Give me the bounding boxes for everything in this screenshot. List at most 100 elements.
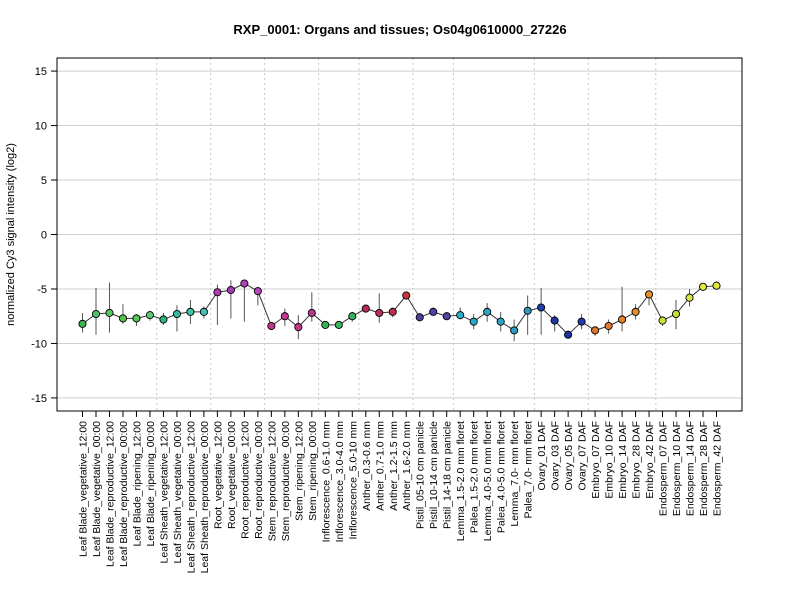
data-point — [334, 320, 343, 329]
data-point — [253, 287, 262, 296]
y-tick-label: 0 — [41, 230, 47, 242]
x-tick-label: Anther_1.6-2.0 mm — [401, 421, 413, 511]
data-point — [631, 307, 640, 316]
x-tick-label: Root_reproductive_12:00 — [239, 421, 251, 539]
x-tick-label: Anther_0.3-0.6 mm — [361, 421, 373, 511]
data-point — [415, 313, 424, 322]
data-point — [510, 326, 519, 335]
data-point — [550, 316, 559, 325]
y-axis-label: normalized Cy3 signal intensity (log2) — [5, 143, 17, 326]
data-point — [294, 323, 303, 332]
x-tick-label: Embryo_28 DAF — [631, 421, 643, 499]
x-tick-label: Lemma_1.5-2.0 mm floret — [455, 421, 467, 541]
x-tick-label: Leaf Sheath_reproductive_00:00 — [199, 421, 211, 574]
data-point — [645, 290, 654, 299]
x-tick-label: Embryo_42 DAF — [644, 421, 656, 499]
y-tick-label: 15 — [35, 66, 47, 78]
x-tick-label: Inflorescence_5.0-10 mm — [347, 421, 359, 540]
x-tick-label: Embryo_14 DAF — [617, 421, 629, 499]
y-tick-label: 5 — [41, 175, 47, 187]
x-tick-label: Root_vegetative_12:00 — [212, 421, 224, 529]
x-tick-label: Ovary_01 DAF — [536, 421, 548, 490]
data-point — [132, 314, 141, 323]
y-tick-label: -15 — [31, 393, 47, 405]
data-point — [604, 321, 613, 331]
x-tick-label: Pistil_05-10 cm panicle — [415, 421, 427, 529]
data-point — [159, 315, 168, 324]
data-point — [199, 307, 208, 316]
data-point — [537, 303, 546, 312]
x-tick-label: Palea_4.0-5.0 mm floret — [496, 421, 508, 533]
data-point — [442, 312, 451, 321]
data-point — [321, 320, 330, 329]
data-point — [186, 307, 195, 316]
data-point — [375, 308, 384, 317]
x-tick-label: Leaf Blade_ripening_00:00 — [145, 421, 157, 547]
x-tick-label: Pistil_10-14 cm panicle — [428, 421, 440, 529]
data-point — [658, 316, 667, 325]
data-point — [280, 312, 289, 321]
x-tick-label: Inflorescence_3.0-4.0 mm — [334, 421, 346, 543]
x-tick-label: Leaf Blade_reproductive_00:00 — [118, 421, 130, 567]
data-point — [456, 311, 465, 320]
data-point — [402, 291, 411, 300]
data-point — [469, 317, 478, 326]
x-tick-label: Endosperm_28 DAF — [698, 421, 710, 516]
y-tick-label: -5 — [37, 284, 47, 296]
data-point — [118, 314, 128, 323]
x-tick-label: Leaf Blade_vegetative_00:00 — [91, 421, 103, 557]
data-point — [78, 319, 87, 328]
x-tick-label: Anther_1.2-1.5 mm — [388, 421, 400, 511]
data-point — [483, 307, 492, 316]
x-tick-label: Stem_reproductive_00:00 — [280, 421, 292, 541]
data-point — [429, 307, 438, 316]
data-point — [523, 306, 532, 315]
x-tick-label: Inflorescence_0.6-1.0 mm — [320, 421, 332, 543]
x-tick-label: Ovary_03 DAF — [550, 421, 562, 490]
x-tick-label: Leaf Blade_vegetative_12:00 — [78, 421, 90, 557]
x-tick-label: Palea_7.0- mm floret — [523, 421, 535, 519]
x-tick-label: Embryo_07 DAF — [590, 421, 602, 499]
data-point — [267, 321, 276, 331]
x-tick-label: Anther_0.7-1.0 mm — [374, 421, 386, 511]
data-point — [240, 279, 249, 288]
x-tick-label: Root_vegetative_00:00 — [226, 421, 238, 529]
chart-title: RXP_0001: Organs and tissues; Os04g06100… — [233, 22, 566, 37]
data-point — [105, 308, 114, 317]
x-tick-label: Stem_ripening_12:00 — [293, 421, 305, 521]
data-point — [671, 309, 681, 319]
data-point — [172, 309, 181, 319]
x-tick-label: Root_reproductive_00:00 — [253, 421, 265, 539]
x-tick-label: Stem_ripening_00:00 — [307, 421, 319, 521]
x-tick-label: Ovary_07 DAF — [577, 421, 589, 490]
x-tick-label: Leaf Sheath_vegetative_12:00 — [158, 421, 170, 564]
x-tick-label: Ovary_05 DAF — [563, 421, 575, 490]
data-point — [213, 288, 222, 297]
series-line — [82, 282, 717, 336]
data-point — [577, 317, 586, 326]
x-tick-label: Embryo_10 DAF — [604, 421, 616, 499]
data-point — [685, 293, 694, 302]
data-point — [698, 282, 708, 291]
x-tick-label: Palea_1.5-2.0 mm floret — [469, 421, 481, 533]
x-tick-label: Stem_reproductive_12:00 — [266, 421, 278, 541]
data-point — [145, 311, 154, 320]
y-tick-label: 10 — [35, 121, 47, 133]
x-tick-label: Leaf Sheath_reproductive_12:00 — [185, 421, 197, 574]
data-point — [712, 281, 721, 290]
x-tick-label: Endosperm_42 DAF — [712, 421, 724, 516]
x-tick-label: Endosperm_14 DAF — [685, 421, 697, 516]
x-tick-label: Lemma_4.0-5.0 mm floret — [482, 421, 494, 541]
x-tick-label: Endosperm_10 DAF — [671, 421, 683, 516]
x-tick-label: Pistil_14-18 cm panicle — [442, 421, 454, 529]
data-point — [307, 308, 316, 317]
data-point — [348, 312, 357, 321]
data-point — [564, 330, 573, 339]
y-tick-label: -10 — [31, 338, 47, 350]
data-point — [91, 309, 101, 319]
data-point — [226, 286, 235, 295]
data-point — [361, 304, 370, 313]
x-tick-label: Leaf Blade_reproductive_12:00 — [104, 421, 116, 567]
data-point — [496, 317, 505, 326]
